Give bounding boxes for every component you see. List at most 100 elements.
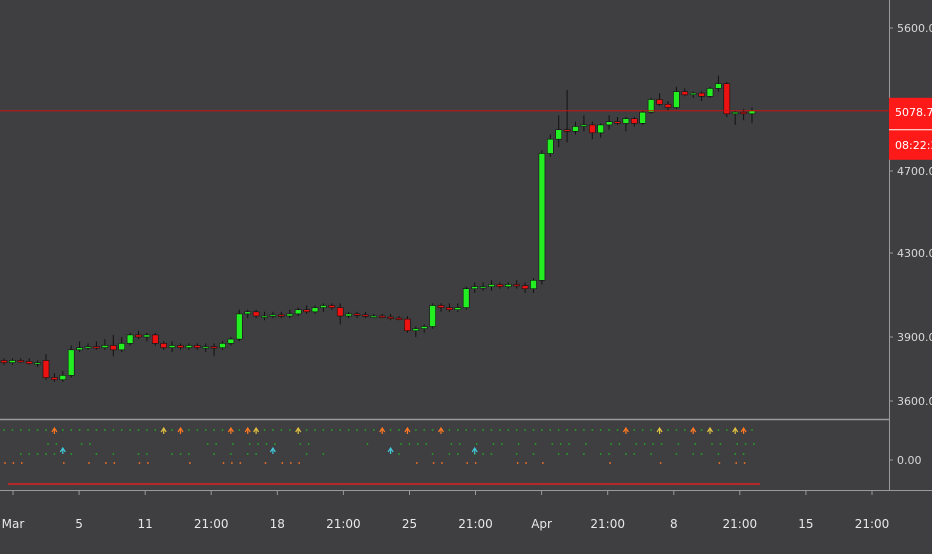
candle[interactable] xyxy=(555,115,563,148)
candle[interactable] xyxy=(412,326,420,338)
candle[interactable] xyxy=(244,309,251,319)
candle[interactable] xyxy=(647,97,655,114)
candle[interactable] xyxy=(336,303,344,325)
candle[interactable] xyxy=(17,358,25,363)
candle[interactable] xyxy=(656,93,663,106)
candle[interactable] xyxy=(252,309,260,319)
price-pane[interactable] xyxy=(0,75,889,382)
candle[interactable] xyxy=(605,115,613,130)
candle[interactable] xyxy=(378,313,386,319)
candle[interactable] xyxy=(269,311,277,319)
candle[interactable] xyxy=(420,324,428,333)
candle[interactable] xyxy=(177,343,184,350)
candle[interactable] xyxy=(76,341,83,352)
candle[interactable] xyxy=(84,343,92,350)
candle[interactable] xyxy=(168,341,176,352)
indicator-marker xyxy=(11,429,15,464)
candle[interactable] xyxy=(286,309,294,319)
candle[interactable] xyxy=(294,307,302,316)
candle[interactable] xyxy=(681,88,689,97)
candle[interactable] xyxy=(311,305,319,314)
candle[interactable] xyxy=(160,341,167,350)
candle[interactable] xyxy=(639,110,647,125)
candle[interactable] xyxy=(387,313,394,321)
candle[interactable] xyxy=(521,282,529,293)
candle[interactable] xyxy=(538,150,546,285)
candle[interactable] xyxy=(513,280,521,289)
candle[interactable] xyxy=(67,345,75,378)
candle[interactable] xyxy=(118,337,125,352)
candle-body xyxy=(177,345,184,348)
last-price-label[interactable]: 5078.77 08:22:32 xyxy=(889,97,932,160)
candle[interactable] xyxy=(429,303,436,329)
candle[interactable] xyxy=(59,371,67,382)
candle[interactable] xyxy=(731,110,739,125)
candle[interactable] xyxy=(546,134,554,157)
candle[interactable] xyxy=(328,303,336,310)
indicator-pane[interactable] xyxy=(3,426,760,485)
candle[interactable] xyxy=(630,117,638,127)
indicator-marker xyxy=(622,426,629,455)
candle-body xyxy=(723,83,731,115)
candle[interactable] xyxy=(194,343,201,350)
candle[interactable] xyxy=(462,286,470,310)
candle[interactable] xyxy=(580,115,588,132)
candle[interactable] xyxy=(471,282,479,293)
candle[interactable] xyxy=(404,316,411,333)
candle[interactable] xyxy=(362,311,369,319)
candle[interactable] xyxy=(261,311,268,321)
candle[interactable] xyxy=(320,303,327,312)
candle[interactable] xyxy=(93,341,100,350)
candle[interactable] xyxy=(236,309,243,342)
candle[interactable] xyxy=(622,117,630,132)
candle[interactable] xyxy=(101,339,109,350)
indicator-marker xyxy=(431,429,435,464)
price-scale[interactable]: 3600.00 3900.00 4300.00 4700.00 5600.00 0.00 xyxy=(889,22,932,467)
candle[interactable] xyxy=(135,330,142,340)
candle[interactable] xyxy=(202,343,209,352)
indicator-marker xyxy=(364,429,369,445)
candle[interactable] xyxy=(34,360,41,367)
candle[interactable] xyxy=(504,282,512,289)
candle[interactable] xyxy=(588,121,596,140)
candle[interactable] xyxy=(353,311,361,319)
candle[interactable] xyxy=(0,358,8,365)
candle[interactable] xyxy=(488,280,495,291)
candle[interactable] xyxy=(446,303,453,312)
candle[interactable] xyxy=(395,316,403,321)
candle[interactable] xyxy=(219,341,226,350)
candle[interactable] xyxy=(723,82,731,117)
candle[interactable] xyxy=(437,303,445,312)
candle[interactable] xyxy=(563,90,571,143)
candle[interactable] xyxy=(614,117,621,125)
candle[interactable] xyxy=(689,91,697,98)
candle[interactable] xyxy=(9,358,16,365)
candle[interactable] xyxy=(664,101,672,111)
candle[interactable] xyxy=(143,332,151,342)
candle[interactable] xyxy=(673,86,680,109)
indicator-marker xyxy=(740,426,747,464)
time-axis[interactable]: Mar 5 11 21:00 18 21:00 25 21:00 Apr 21:00 8 21:00 1… xyxy=(2,491,890,531)
candle[interactable] xyxy=(479,282,487,291)
candle[interactable] xyxy=(303,305,310,314)
candle[interactable] xyxy=(126,332,134,346)
candle[interactable] xyxy=(370,313,378,319)
candle[interactable] xyxy=(210,343,218,357)
candle[interactable] xyxy=(25,358,33,365)
candle[interactable] xyxy=(698,91,705,102)
candle[interactable] xyxy=(496,282,504,289)
candle[interactable] xyxy=(110,334,117,357)
candle[interactable] xyxy=(597,123,605,138)
candle[interactable] xyxy=(454,303,462,312)
candle[interactable] xyxy=(277,311,285,319)
candle[interactable] xyxy=(185,343,193,350)
candle[interactable] xyxy=(51,373,58,382)
candle[interactable] xyxy=(715,75,722,92)
candle[interactable] xyxy=(227,337,235,346)
candle[interactable] xyxy=(706,86,714,98)
candle[interactable] xyxy=(42,354,50,380)
candle[interactable] xyxy=(345,311,352,319)
candle[interactable] xyxy=(152,332,159,346)
candle[interactable] xyxy=(572,121,579,135)
candle[interactable] xyxy=(530,278,537,293)
